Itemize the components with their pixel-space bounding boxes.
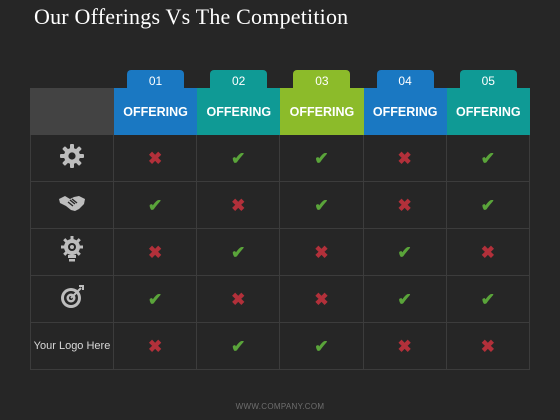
table-cell: ✔ [446,182,530,229]
column-header-label: OFFERING [289,104,355,119]
table-cell: ✖ [114,323,198,370]
cross-icon: ✖ [480,336,495,356]
table-cell: ✔ [280,182,364,229]
column-header-4: OFFERING [363,88,447,135]
check-icon: ✔ [314,148,329,168]
table-cell: ✖ [446,229,530,276]
column-header-1: OFFERING [114,88,198,135]
cross-icon: ✖ [147,148,163,168]
lightbulb-gear-icon [60,235,84,269]
table-cell: ✔ [280,135,364,182]
column-header-2: OFFERING [197,88,281,135]
row-header-1 [30,135,114,182]
cross-icon: ✖ [147,242,163,262]
column-tab-3: 03 [293,70,351,92]
cross-icon: ✖ [231,195,246,215]
check-icon: ✔ [231,242,246,262]
column-number: 04 [398,74,412,88]
handshake-icon [58,192,86,219]
cross-icon: ✖ [397,336,412,356]
check-icon: ✔ [480,148,495,168]
table-cell: ✔ [197,229,281,276]
column-number: 05 [481,74,495,88]
table-cell: ✖ [363,182,447,229]
table-cell: ✖ [197,276,281,323]
column-header-5: OFFERING [446,88,530,135]
gear-icon [59,143,85,174]
check-icon: ✔ [397,289,412,309]
table-cell: ✖ [280,229,364,276]
table-cell: ✖ [114,229,198,276]
table-cell: ✔ [446,276,530,323]
column-header-label: OFFERING [372,104,438,119]
column-number: 02 [232,74,246,88]
target-icon [59,284,85,315]
check-icon: ✔ [231,148,246,168]
table-cell: ✔ [280,323,364,370]
cross-icon: ✖ [147,336,163,356]
check-icon: ✔ [147,195,163,215]
column-header-label: OFFERING [456,104,521,119]
table-cell: ✔ [197,323,281,370]
row-header-3 [30,229,114,276]
row-header-4 [30,276,114,323]
table-cell: ✔ [114,276,198,323]
check-icon: ✔ [231,336,246,356]
table-cell: ✔ [114,182,198,229]
cross-icon: ✖ [397,195,412,215]
column-header-label: OFFERING [123,104,188,119]
comparison-table: OFFERING OFFERING OFFERING OFFERING OFFERING… [30,88,530,370]
table-cell: ✔ [363,276,447,323]
column-tab-4: 04 [376,70,434,92]
table-cell: ✖ [363,135,447,182]
table-cell: ✖ [197,182,281,229]
row-header-5: Your Logo Here [30,323,114,370]
header-corner [30,88,114,135]
column-tab-5: 05 [459,70,517,92]
column-header-label: OFFERING [206,104,272,119]
page-title: Our Offerings Vs The Competition [34,4,349,29]
cross-icon: ✖ [397,148,412,168]
table-cell: ✖ [280,276,364,323]
check-icon: ✔ [397,242,412,262]
footer-url: WWW.COMPANY.COM [235,402,325,411]
table-cell: ✔ [197,135,281,182]
column-header-3: OFFERING [280,88,364,135]
row-header-2 [30,182,114,229]
cross-icon: ✖ [314,242,329,262]
cross-icon: ✖ [480,242,495,262]
table-cell: ✔ [446,135,530,182]
column-tab-2: 02 [210,70,268,92]
column-number: 01 [148,74,163,88]
logo-placeholder-text: Your Logo Here [33,340,111,352]
check-icon: ✔ [147,289,163,309]
cross-icon: ✖ [231,289,246,309]
check-icon: ✔ [480,289,495,309]
table-cell: ✖ [363,323,447,370]
check-icon: ✔ [314,336,329,356]
check-icon: ✔ [314,195,329,215]
cross-icon: ✖ [314,289,329,309]
check-icon: ✔ [480,195,495,215]
table-cell: ✖ [114,135,198,182]
column-tab-1: 01 [127,70,184,92]
table-cell: ✔ [363,229,447,276]
column-number: 03 [315,74,329,88]
table-cell: ✖ [446,323,530,370]
